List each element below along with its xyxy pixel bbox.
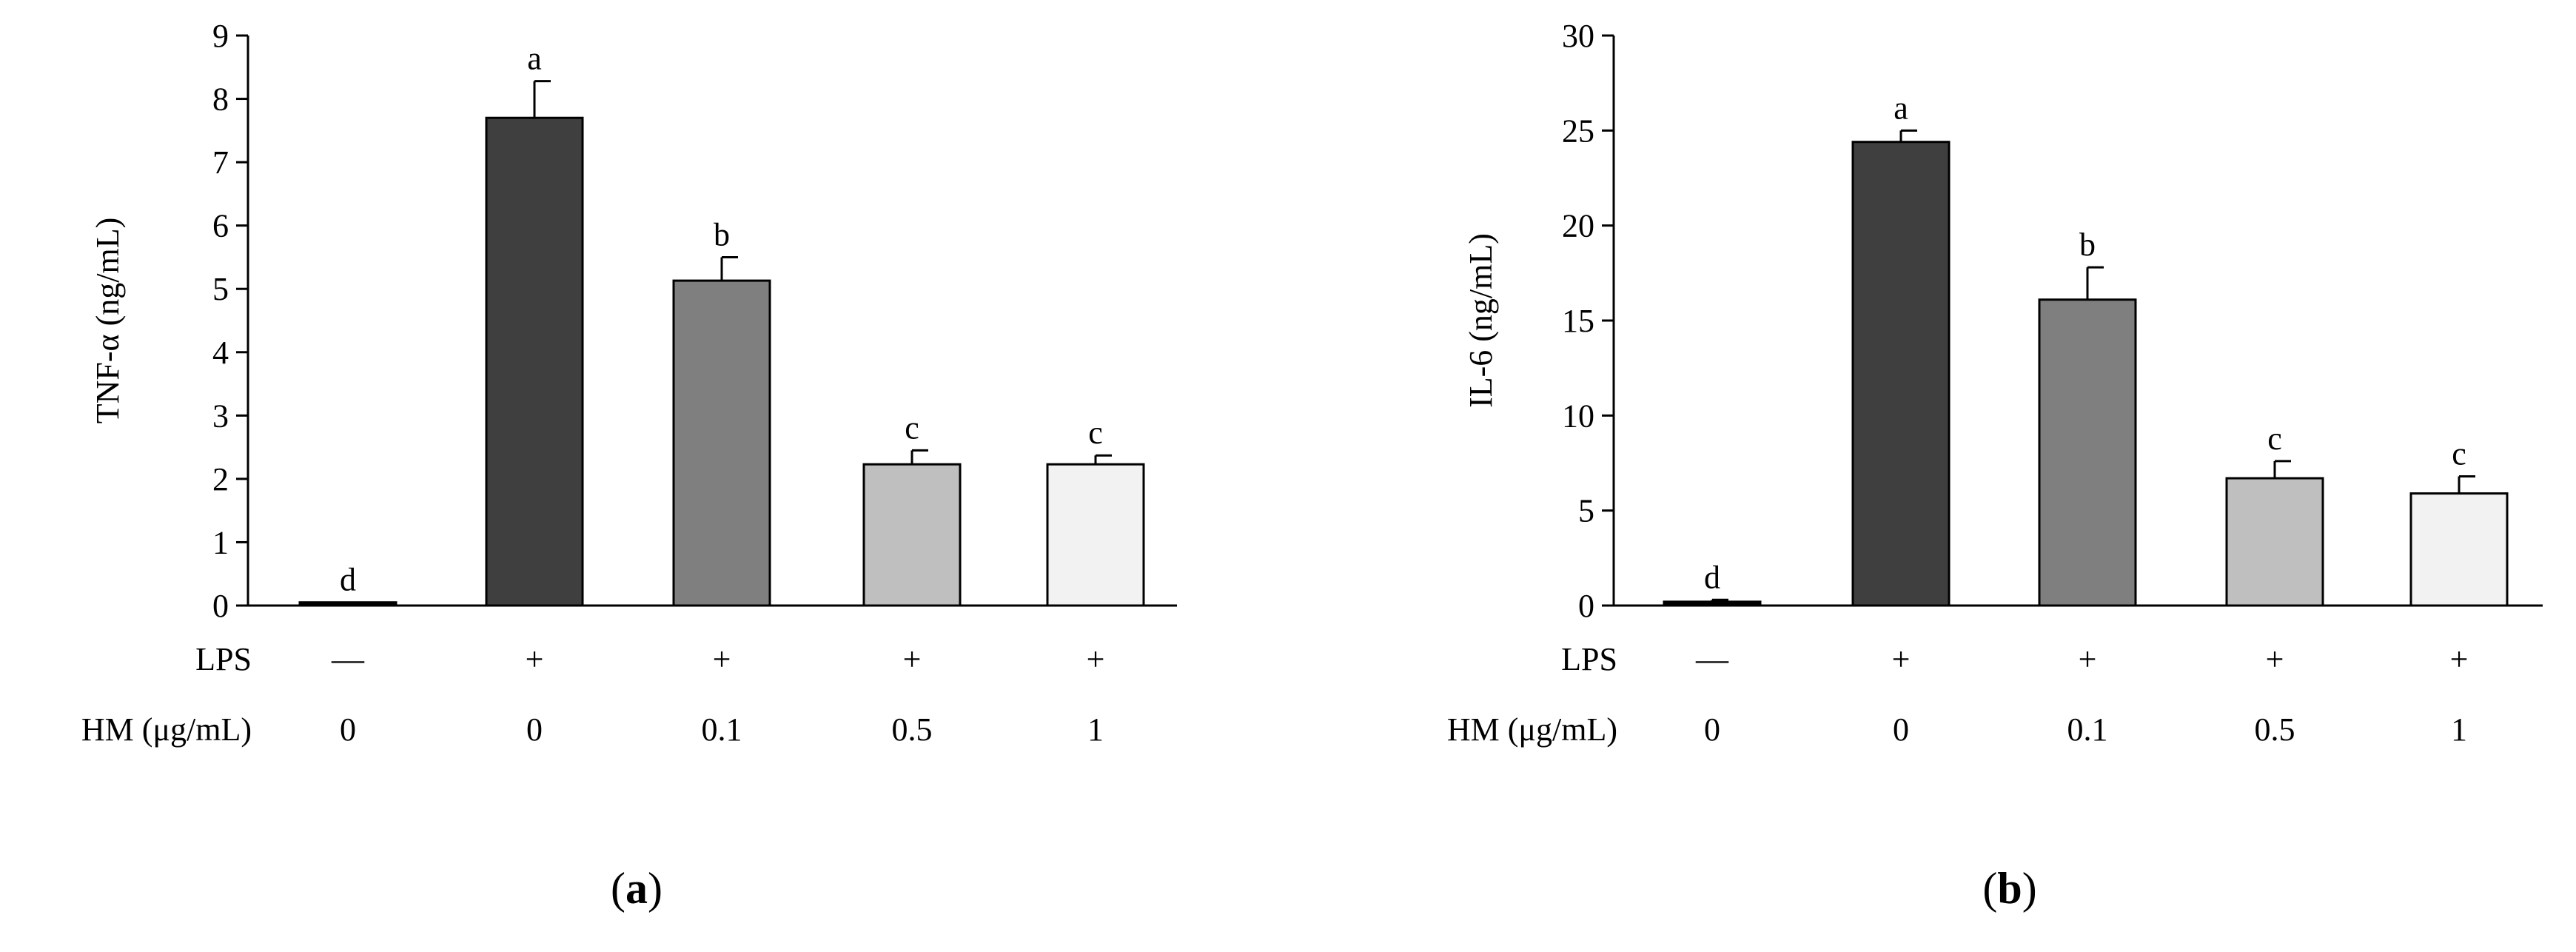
hm-value: 0 xyxy=(1704,711,1720,748)
hm-value: 0 xyxy=(526,711,543,748)
y-tick-label: 0 xyxy=(1578,588,1594,624)
bar xyxy=(1663,600,1762,607)
lps-value: + xyxy=(2079,641,2097,677)
panel-label: (b) xyxy=(1982,864,2036,913)
y-tick-label: 0 xyxy=(212,588,229,624)
hm-value: 1 xyxy=(1087,711,1104,748)
hm-row-label: HM (μg/mL) xyxy=(81,711,252,748)
lps-value: + xyxy=(2266,641,2284,677)
bar xyxy=(485,116,584,607)
bar xyxy=(1851,141,1951,607)
y-tick-label: 5 xyxy=(212,271,229,307)
bar xyxy=(1046,463,1145,607)
significance-letter: a xyxy=(527,41,542,77)
hm-value: 0 xyxy=(340,711,356,748)
chart-panel-b: 0 5 10 15 20 25 30 IL-6 (ng/mL) d — 0 a +0 b +0.1 c +0.5… xyxy=(1447,18,2543,913)
y-tick-label: 4 xyxy=(212,335,229,371)
bar xyxy=(672,279,771,607)
significance-letter: c xyxy=(905,409,919,446)
y-tick-label: 3 xyxy=(212,398,229,434)
significance-letter: c xyxy=(2267,420,2282,457)
y-tick-label: 30 xyxy=(1562,18,1594,54)
y-tick-label: 1 xyxy=(212,524,229,560)
y-tick-label: 10 xyxy=(1562,398,1594,434)
lps-row-label: LPS xyxy=(195,641,252,677)
bar xyxy=(2225,477,2324,607)
bar xyxy=(862,463,962,607)
hm-value: 0.1 xyxy=(2067,711,2108,748)
hm-value: 0.1 xyxy=(702,711,742,748)
hm-value: 0.5 xyxy=(892,711,933,748)
y-tick-label: 15 xyxy=(1562,303,1594,339)
lps-value: + xyxy=(1892,641,1911,677)
bar xyxy=(298,601,398,607)
chart-panel-a: 0 1 2 3 4 5 6 7 8 9 TNF-α (ng/mL) d — 0 a +0 b +0.1 c +0.5 c… xyxy=(81,18,1177,913)
y-tick-label: 2 xyxy=(212,461,229,497)
y-tick-label: 7 xyxy=(212,144,229,181)
y-tick-label: 6 xyxy=(212,208,229,244)
significance-letter: c xyxy=(2452,435,2466,472)
lps-value: — xyxy=(1695,641,1729,677)
hm-value: 0 xyxy=(1893,711,1909,748)
hm-row-label: HM (μg/mL) xyxy=(1447,711,1617,748)
lps-value: + xyxy=(1087,641,1105,677)
significance-letter: b xyxy=(714,216,730,252)
significance-letter: d xyxy=(1704,559,1720,595)
panel-label: (a) xyxy=(611,864,663,913)
y-tick-label: 20 xyxy=(1562,208,1594,244)
lps-value: + xyxy=(713,641,731,677)
y-tick-label: 5 xyxy=(1578,493,1594,529)
lps-value: + xyxy=(903,641,922,677)
y-tick-label: 8 xyxy=(212,81,229,118)
y-axis-label: IL-6 (ng/mL) xyxy=(1463,233,1499,408)
hm-value: 1 xyxy=(2451,711,2467,748)
significance-letter: d xyxy=(340,562,356,598)
y-tick-label: 25 xyxy=(1562,113,1594,149)
significance-letter: c xyxy=(1088,415,1103,451)
lps-value: + xyxy=(2450,641,2469,677)
lps-value: — xyxy=(331,641,365,677)
lps-value: + xyxy=(526,641,544,677)
lps-row-label: LPS xyxy=(1561,641,1617,677)
significance-letter: b xyxy=(2079,227,2096,263)
y-tick-label: 9 xyxy=(212,18,229,54)
bar xyxy=(2409,492,2509,607)
significance-letter: a xyxy=(1894,90,1908,126)
y-axis-label: TNF-α (ng/mL) xyxy=(90,218,126,423)
hm-value: 0.5 xyxy=(2255,711,2295,748)
bar xyxy=(2038,298,2137,607)
